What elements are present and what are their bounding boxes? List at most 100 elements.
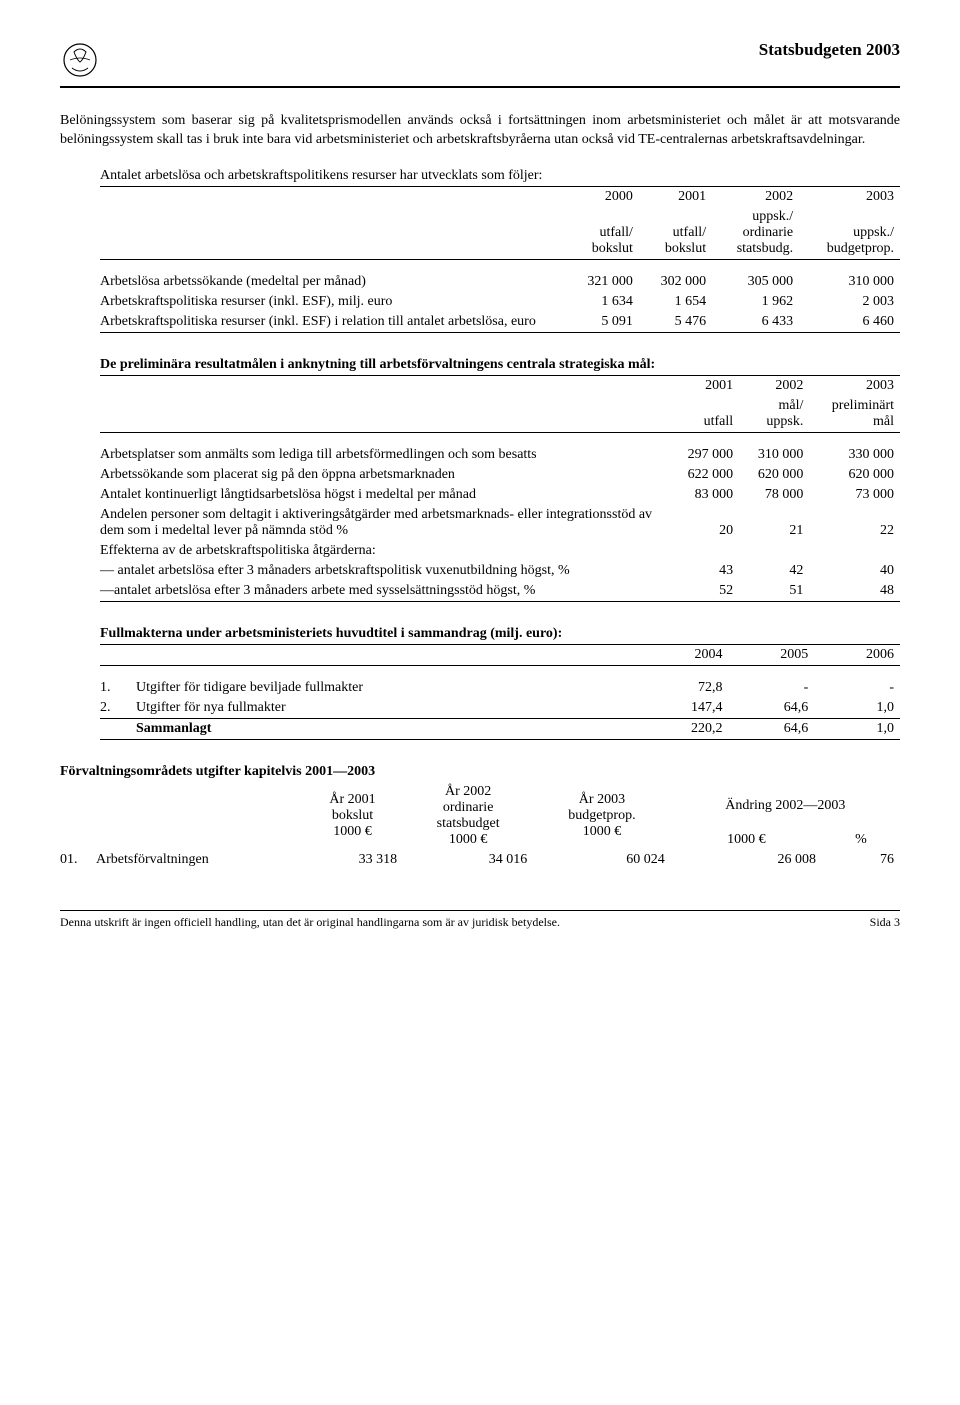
row-label: Utgifter för nya fullmakter [136, 698, 635, 719]
cell-value: 40 [809, 561, 900, 581]
table-row: — antalet arbetslösa efter 3 månaders ar… [100, 561, 900, 581]
total-label: Sammanlagt [136, 718, 635, 739]
t4-h4b: % [822, 816, 900, 850]
t2-year-1: 2002 [739, 375, 809, 396]
t3-year-0: 2004 [635, 644, 728, 665]
cell-value: 1 634 [566, 292, 639, 312]
t2-sub-0: utfall [669, 396, 739, 433]
cell-value: 43 [669, 561, 739, 581]
table-row: 1.Utgifter för tidigare beviljade fullma… [100, 665, 900, 698]
cell-value: 73 000 [809, 485, 900, 505]
cell-value: 20 [669, 505, 739, 541]
cell-value: 310 000 [739, 432, 809, 465]
table1-caption: Antalet arbetslösa och arbetskraftspolit… [100, 168, 900, 184]
cell-value: 1 962 [712, 292, 799, 312]
cell-value: 1 654 [639, 292, 712, 312]
cell-value: 220,2 [635, 718, 728, 739]
t1-sub-3: uppsk./ budgetprop. [799, 207, 900, 260]
t4-h4top: Ändring 2002—2003 [671, 782, 900, 816]
t4-h1: År 2001 bokslut 1000 € [302, 782, 403, 850]
cell-value: 64,6 [729, 718, 815, 739]
cell-value: 302 000 [639, 259, 712, 292]
cell-value: 305 000 [712, 259, 799, 292]
cell-value: 5 476 [639, 312, 712, 333]
table-row: Arbetskraftspolitiska resurser (inkl. ES… [100, 292, 900, 312]
cell-value [809, 541, 900, 561]
cell-value: 83 000 [669, 485, 739, 505]
row-label: Effekterna av de arbetskraftspolitiska å… [100, 541, 669, 561]
footer-disclaimer: Denna utskrift är ingen officiell handli… [60, 915, 560, 930]
cell-value [669, 541, 739, 561]
row-label: Utgifter för tidigare beviljade fullmakt… [136, 665, 635, 698]
table-row: Effekterna av de arbetskraftspolitiska å… [100, 541, 900, 561]
cell-value: 48 [809, 581, 900, 602]
row-number: 2. [100, 698, 136, 719]
doc-title: Statsbudgeten 2003 [759, 40, 900, 60]
t4-h4a: 1000 € [671, 816, 822, 850]
row-label: Arbetssökande som placerat sig på den öp… [100, 465, 669, 485]
cell-value: 330 000 [809, 432, 900, 465]
table-row: Andelen personer som deltagit i aktiveri… [100, 505, 900, 541]
cell-value: 34 016 [403, 850, 533, 870]
t1-sub-1: utfall/ bokslut [639, 207, 712, 260]
table-row: Arbetslösa arbetssökande (medeltal per m… [100, 259, 900, 292]
cell-value: 21 [739, 505, 809, 541]
cell-value: 51 [739, 581, 809, 602]
t2-year-0: 2001 [669, 375, 739, 396]
cell-value: 310 000 [799, 259, 900, 292]
table4-caption: Förvaltningsområdets utgifter kapitelvis… [60, 764, 900, 780]
t3-year-2: 2006 [814, 644, 900, 665]
t1-sub-0: utfall/ bokslut [566, 207, 639, 260]
cell-value: 78 000 [739, 485, 809, 505]
table-row: Arbetsplatser som anmälts som lediga til… [100, 432, 900, 465]
t2-year-2: 2003 [809, 375, 900, 396]
cell-value: 26 008 [671, 850, 822, 870]
crest-icon [60, 40, 100, 80]
t3-year-1: 2005 [729, 644, 815, 665]
cell-value [739, 541, 809, 561]
cell-value: 5 091 [566, 312, 639, 333]
table4: År 2001 bokslut 1000 € År 2002 ordinarie… [60, 782, 900, 870]
cell-value: - [729, 665, 815, 698]
table-row: Arbetssökande som placerat sig på den öp… [100, 465, 900, 485]
row-number: 01. [60, 850, 96, 870]
table-total-row: Sammanlagt220,264,61,0 [100, 718, 900, 739]
page-header: Statsbudgeten 2003 [60, 40, 900, 88]
cell-value: 52 [669, 581, 739, 602]
cell-value: 6 460 [799, 312, 900, 333]
t1-year-3: 2003 [799, 186, 900, 207]
table-row: 01.Arbetsförvaltningen33 31834 01660 024… [60, 850, 900, 870]
table-row: —antalet arbetslösa efter 3 månaders arb… [100, 581, 900, 602]
cell-value: 1,0 [814, 698, 900, 719]
table2-caption: De preliminära resultatmålen i anknytnin… [100, 357, 900, 373]
cell-value: 147,4 [635, 698, 728, 719]
cell-value: 321 000 [566, 259, 639, 292]
table3: 2004 2005 2006 1.Utgifter för tidigare b… [100, 644, 900, 740]
cell-value: 76 [822, 850, 900, 870]
row-label: Arbetskraftspolitiska resurser (inkl. ES… [100, 312, 566, 333]
cell-value: 72,8 [635, 665, 728, 698]
row-label: — antalet arbetslösa efter 3 månaders ar… [100, 561, 669, 581]
row-label: Arbetsplatser som anmälts som lediga til… [100, 432, 669, 465]
t1-year-0: 2000 [566, 186, 639, 207]
table-row: Antalet kontinuerligt långtidsarbetslösa… [100, 485, 900, 505]
row-number: 1. [100, 665, 136, 698]
t4-h2: År 2002 ordinarie statsbudget 1000 € [403, 782, 533, 850]
table2: 2001 2002 2003 utfall mål/ uppsk. prelim… [100, 375, 900, 602]
cell-value: 22 [809, 505, 900, 541]
intro-paragraph: Belöningssystem som baserar sig på kvali… [60, 112, 900, 150]
cell-value: 33 318 [302, 850, 403, 870]
cell-value: 620 000 [809, 465, 900, 485]
cell-value: 64,6 [729, 698, 815, 719]
row-label: Andelen personer som deltagit i aktiveri… [100, 505, 669, 541]
cell-value: 297 000 [669, 432, 739, 465]
row-label: Arbetslösa arbetssökande (medeltal per m… [100, 259, 566, 292]
row-label: Antalet kontinuerligt långtidsarbetslösa… [100, 485, 669, 505]
cell-value: 2 003 [799, 292, 900, 312]
table-row: Arbetskraftspolitiska resurser (inkl. ES… [100, 312, 900, 333]
cell-value: 622 000 [669, 465, 739, 485]
t1-sub-2: uppsk./ ordinarie statsbudg. [712, 207, 799, 260]
row-label: —antalet arbetslösa efter 3 månaders arb… [100, 581, 669, 602]
t4-h3: År 2003 budgetprop. 1000 € [533, 782, 671, 850]
cell-value: 60 024 [533, 850, 671, 870]
